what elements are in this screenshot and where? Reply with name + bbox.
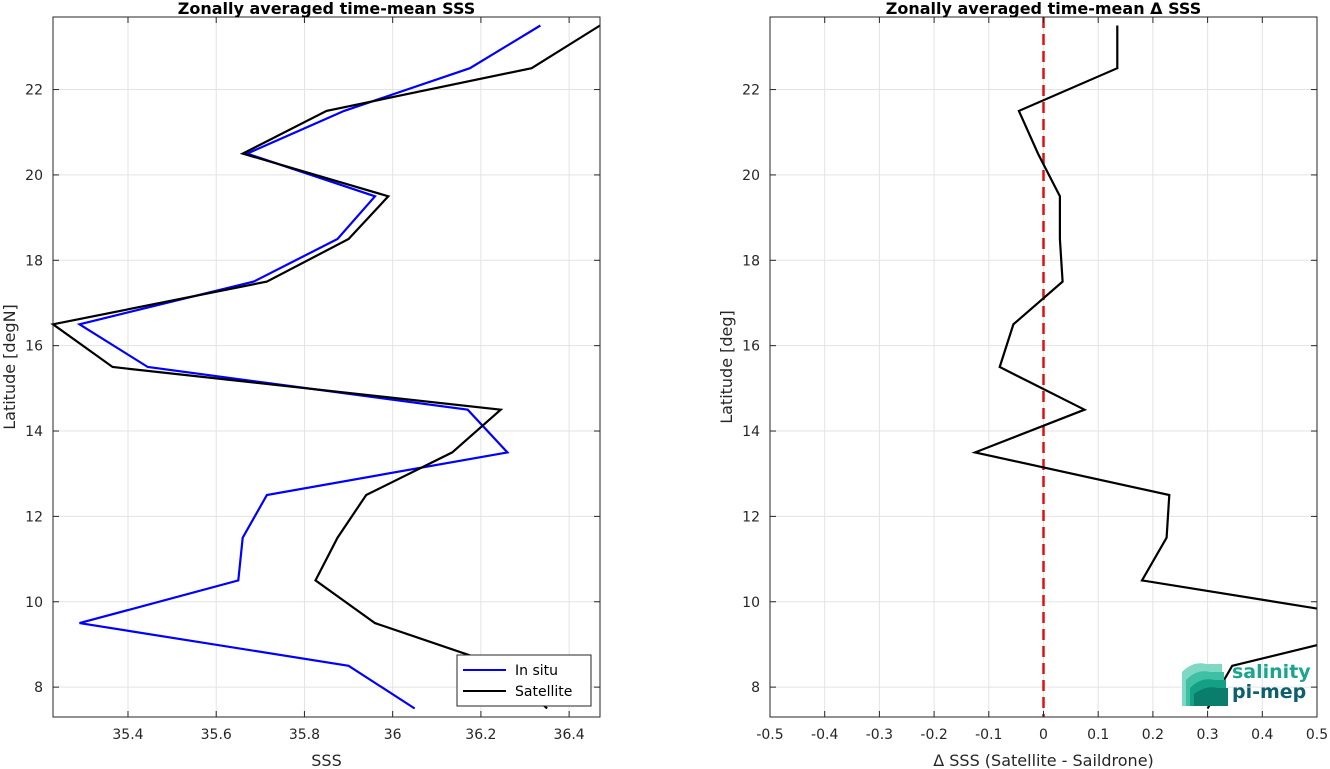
x-tick-label: 35.6 (201, 727, 232, 743)
y-tick-label: 12 (25, 509, 43, 525)
x-tick-label: 0.2 (1142, 727, 1164, 743)
x-tick-label: 0.4 (1251, 727, 1273, 743)
sss-ticks: 35.4 35.6 35.8 36 36.2 36.4 8 10 12 14 16 18 20 22 (25, 17, 600, 743)
y-tick-label: 10 (25, 595, 43, 611)
sss-legend: In situ Satellite (456, 654, 592, 707)
sss-series (50, 24, 601, 710)
delta-series (971, 25, 1317, 710)
series-line-in-situ (76, 24, 541, 710)
x-tick-label: -0.2 (920, 727, 947, 743)
y-tick-label: 10 (742, 595, 760, 611)
series-line-delta (971, 25, 1317, 710)
y-tick-label: 22 (742, 83, 760, 99)
y-tick-label: 16 (25, 339, 43, 355)
y-tick-label: 8 (751, 680, 760, 696)
delta-ticks: -0.5 -0.4 -0.3 -0.2 -0.1 0 0.1 0.2 0.3 0.4 0.5 8 10 1… (742, 17, 1328, 743)
legend-entry-satellite: Satellite (515, 684, 572, 700)
delta-y-axis-label: Latitude [deg] (717, 310, 736, 424)
x-tick-label: 35.4 (112, 727, 143, 743)
y-tick-label: 20 (25, 168, 43, 184)
sss-chart-title: Zonally averaged time-mean SSS (178, 0, 476, 18)
y-tick-label: 12 (742, 509, 760, 525)
x-tick-label: 36.2 (465, 727, 496, 743)
y-tick-label: 8 (34, 680, 43, 696)
sss-y-axis-label: Latitude [degN] (0, 304, 19, 430)
legend-box (456, 654, 592, 707)
x-tick-label: -0.5 (756, 727, 783, 743)
sss-axes-box (52, 16, 601, 718)
x-tick-label: 35.8 (289, 727, 320, 743)
x-tick-label: 36.4 (554, 727, 585, 743)
y-tick-label: 18 (25, 253, 43, 269)
y-tick-label: 18 (742, 253, 760, 269)
x-tick-label: -0.3 (866, 727, 893, 743)
x-tick-label: 0.3 (1196, 727, 1218, 743)
y-tick-label: 20 (742, 168, 760, 184)
logo-waves-icon (1182, 663, 1228, 706)
y-tick-label: 16 (742, 339, 760, 355)
x-tick-label: 0 (1039, 727, 1048, 743)
sss-chart: 35.4 35.6 35.8 36 36.2 36.4 8 10 12 14 16 18 20 22 Zo… (0, 0, 601, 769)
x-tick-label: 36 (384, 727, 402, 743)
x-tick-label: 0.1 (1087, 727, 1109, 743)
x-tick-label: -0.4 (811, 727, 838, 743)
y-tick-label: 14 (25, 424, 43, 440)
sss-x-axis-label: SSS (311, 751, 341, 769)
sss-grid (53, 17, 600, 717)
logo-text-line1: salinity (1232, 661, 1311, 683)
logo-text-line2: pi-mep (1232, 681, 1306, 703)
series-line-satellite (50, 24, 601, 710)
legend-entry-in-situ: In situ (515, 663, 558, 679)
x-tick-label: -0.1 (975, 727, 1002, 743)
y-tick-label: 14 (742, 424, 760, 440)
delta-chart-title: Zonally averaged time-mean Δ SSS (886, 0, 1202, 18)
salinity-pi-mep-logo: salinity pi-mep (1182, 661, 1311, 706)
x-tick-label: 0.5 (1306, 727, 1328, 743)
y-tick-label: 22 (25, 83, 43, 99)
delta-sss-chart: -0.5 -0.4 -0.3 -0.2 -0.1 0 0.1 0.2 0.3 0.4 0.5 8 10 1… (717, 0, 1328, 769)
delta-x-axis-label: Δ SSS (Satellite - Saildrone) (933, 751, 1154, 769)
